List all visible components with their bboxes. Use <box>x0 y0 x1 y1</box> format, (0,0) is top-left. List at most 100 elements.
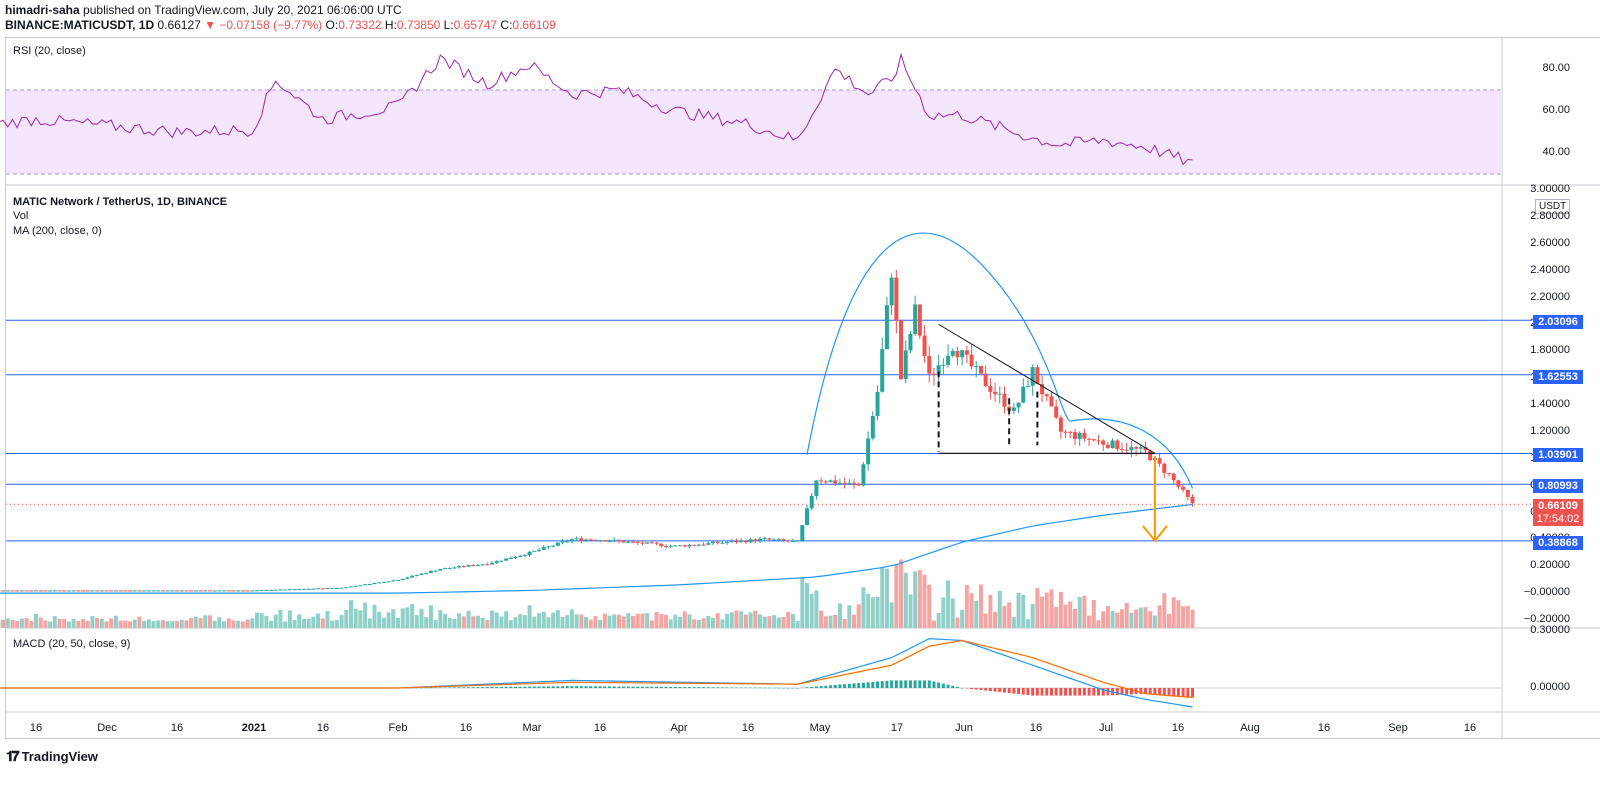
volume-bar <box>922 574 927 628</box>
volume-bar <box>71 618 76 628</box>
candle-body <box>475 564 480 566</box>
macd-axis-tick: 0.30000 <box>1530 624 1570 636</box>
candle-body <box>997 393 1002 395</box>
macd-histogram-bar <box>462 687 466 688</box>
volume-bar <box>490 610 495 628</box>
candle-body <box>584 539 589 541</box>
signal-line <box>0 639 1193 699</box>
candle-body <box>1167 473 1172 475</box>
candle-body <box>870 415 875 439</box>
author-name[interactable]: himadri-saha <box>5 3 80 17</box>
candle-body <box>729 540 734 543</box>
macd-pane-label[interactable]: MACD (20, 50, close, 9) <box>13 638 131 650</box>
candle-body <box>861 464 866 486</box>
candle-body <box>725 542 730 544</box>
candle-body <box>969 354 974 367</box>
volume-bar <box>819 610 824 628</box>
candle-body <box>400 578 405 581</box>
candle-body <box>405 577 410 579</box>
candle-body <box>701 544 706 546</box>
time-axis-tick: 16 <box>1171 722 1185 734</box>
macd-histogram-bar <box>476 687 480 688</box>
main-pane-title[interactable]: MATIC Network / TetherUS, 1D, BINANCE <box>13 196 228 208</box>
volume-bar <box>128 621 133 628</box>
currency-label[interactable]: USDT <box>1535 199 1571 214</box>
volume-bar <box>917 570 922 628</box>
candle-body <box>1129 447 1134 451</box>
macd-histogram-bar <box>904 680 908 688</box>
small-arc <box>1070 418 1194 489</box>
volume-bar <box>659 614 664 628</box>
volume-bar <box>762 616 767 628</box>
high-label: H: <box>384 18 397 32</box>
time-axis-tick: Dec <box>97 722 117 734</box>
level-badge-0809: 0.80993 <box>1533 479 1583 493</box>
candle-body <box>226 590 231 592</box>
candle-body <box>786 540 791 542</box>
volume-label[interactable]: Vol <box>13 210 29 222</box>
macd-histogram-bar <box>1139 688 1143 694</box>
candle-body <box>776 539 781 541</box>
candle-body <box>635 541 640 543</box>
macd-histogram-bar <box>485 687 489 688</box>
volume-bar <box>687 614 692 628</box>
candle-body <box>842 482 847 484</box>
candle-body <box>457 566 462 568</box>
volume-bar <box>24 618 29 628</box>
candle-body <box>894 277 899 321</box>
rsi-pane-label[interactable]: RSI (20, close) <box>13 45 86 57</box>
candle-body <box>569 539 574 542</box>
volume-bar <box>99 618 104 628</box>
macd-histogram-bar <box>725 687 729 688</box>
volume-bar <box>739 611 744 628</box>
volume-bar <box>250 618 255 628</box>
macd-histogram-bar <box>443 687 447 688</box>
volume-bar <box>673 614 678 628</box>
macd-histogram-bar <box>814 686 818 688</box>
volume-bar <box>725 613 730 628</box>
candle-body <box>1011 407 1016 411</box>
macd-histogram-bar <box>499 686 503 688</box>
countdown-badge: 17:54:02 <box>1533 512 1583 526</box>
volume-bar <box>1120 609 1124 628</box>
volume-bar <box>565 615 570 628</box>
candle-body <box>334 587 339 589</box>
candle-body <box>222 590 227 592</box>
candle-body <box>1110 440 1115 448</box>
volume-bar <box>132 619 137 628</box>
volume-bar <box>485 620 490 628</box>
volume-bar <box>306 618 311 628</box>
macd-histogram-bar <box>730 687 734 688</box>
volume-bar <box>1025 619 1030 628</box>
candle-body <box>104 590 109 592</box>
volume-bar <box>396 617 400 628</box>
macd-histogram-bar <box>495 686 499 688</box>
candle-body <box>1049 396 1054 407</box>
candle-body <box>90 590 95 592</box>
published-text: published on TradingView.com, July 20, 2… <box>83 3 402 17</box>
macd-histogram-bar <box>918 680 922 688</box>
volume-bar <box>34 613 38 628</box>
candle-body <box>790 540 795 542</box>
volume-bar <box>790 613 795 628</box>
volume-bar <box>513 617 518 628</box>
tradingview-logo[interactable]: 𝟏𝟕 TradingView <box>6 748 98 765</box>
volume-bar <box>151 620 156 628</box>
macd-histogram-bar <box>1073 688 1077 696</box>
price-axis-tick: 2.60000 <box>1530 236 1570 249</box>
volume-bar <box>297 614 302 628</box>
volume-bar <box>631 616 636 628</box>
candle-body <box>353 585 358 587</box>
volume-bar <box>983 613 988 628</box>
candle-body <box>330 588 335 590</box>
ma-label[interactable]: MA (200, close, 0) <box>13 225 102 237</box>
candle-body <box>555 542 560 546</box>
volume-bar <box>1167 614 1172 628</box>
candle-body <box>217 590 222 592</box>
macd-histogram-bar <box>429 687 433 689</box>
macd-histogram-bar <box>650 686 654 688</box>
candle-body <box>1171 473 1176 481</box>
volume-bar <box>466 610 471 628</box>
candle-body <box>823 481 828 483</box>
